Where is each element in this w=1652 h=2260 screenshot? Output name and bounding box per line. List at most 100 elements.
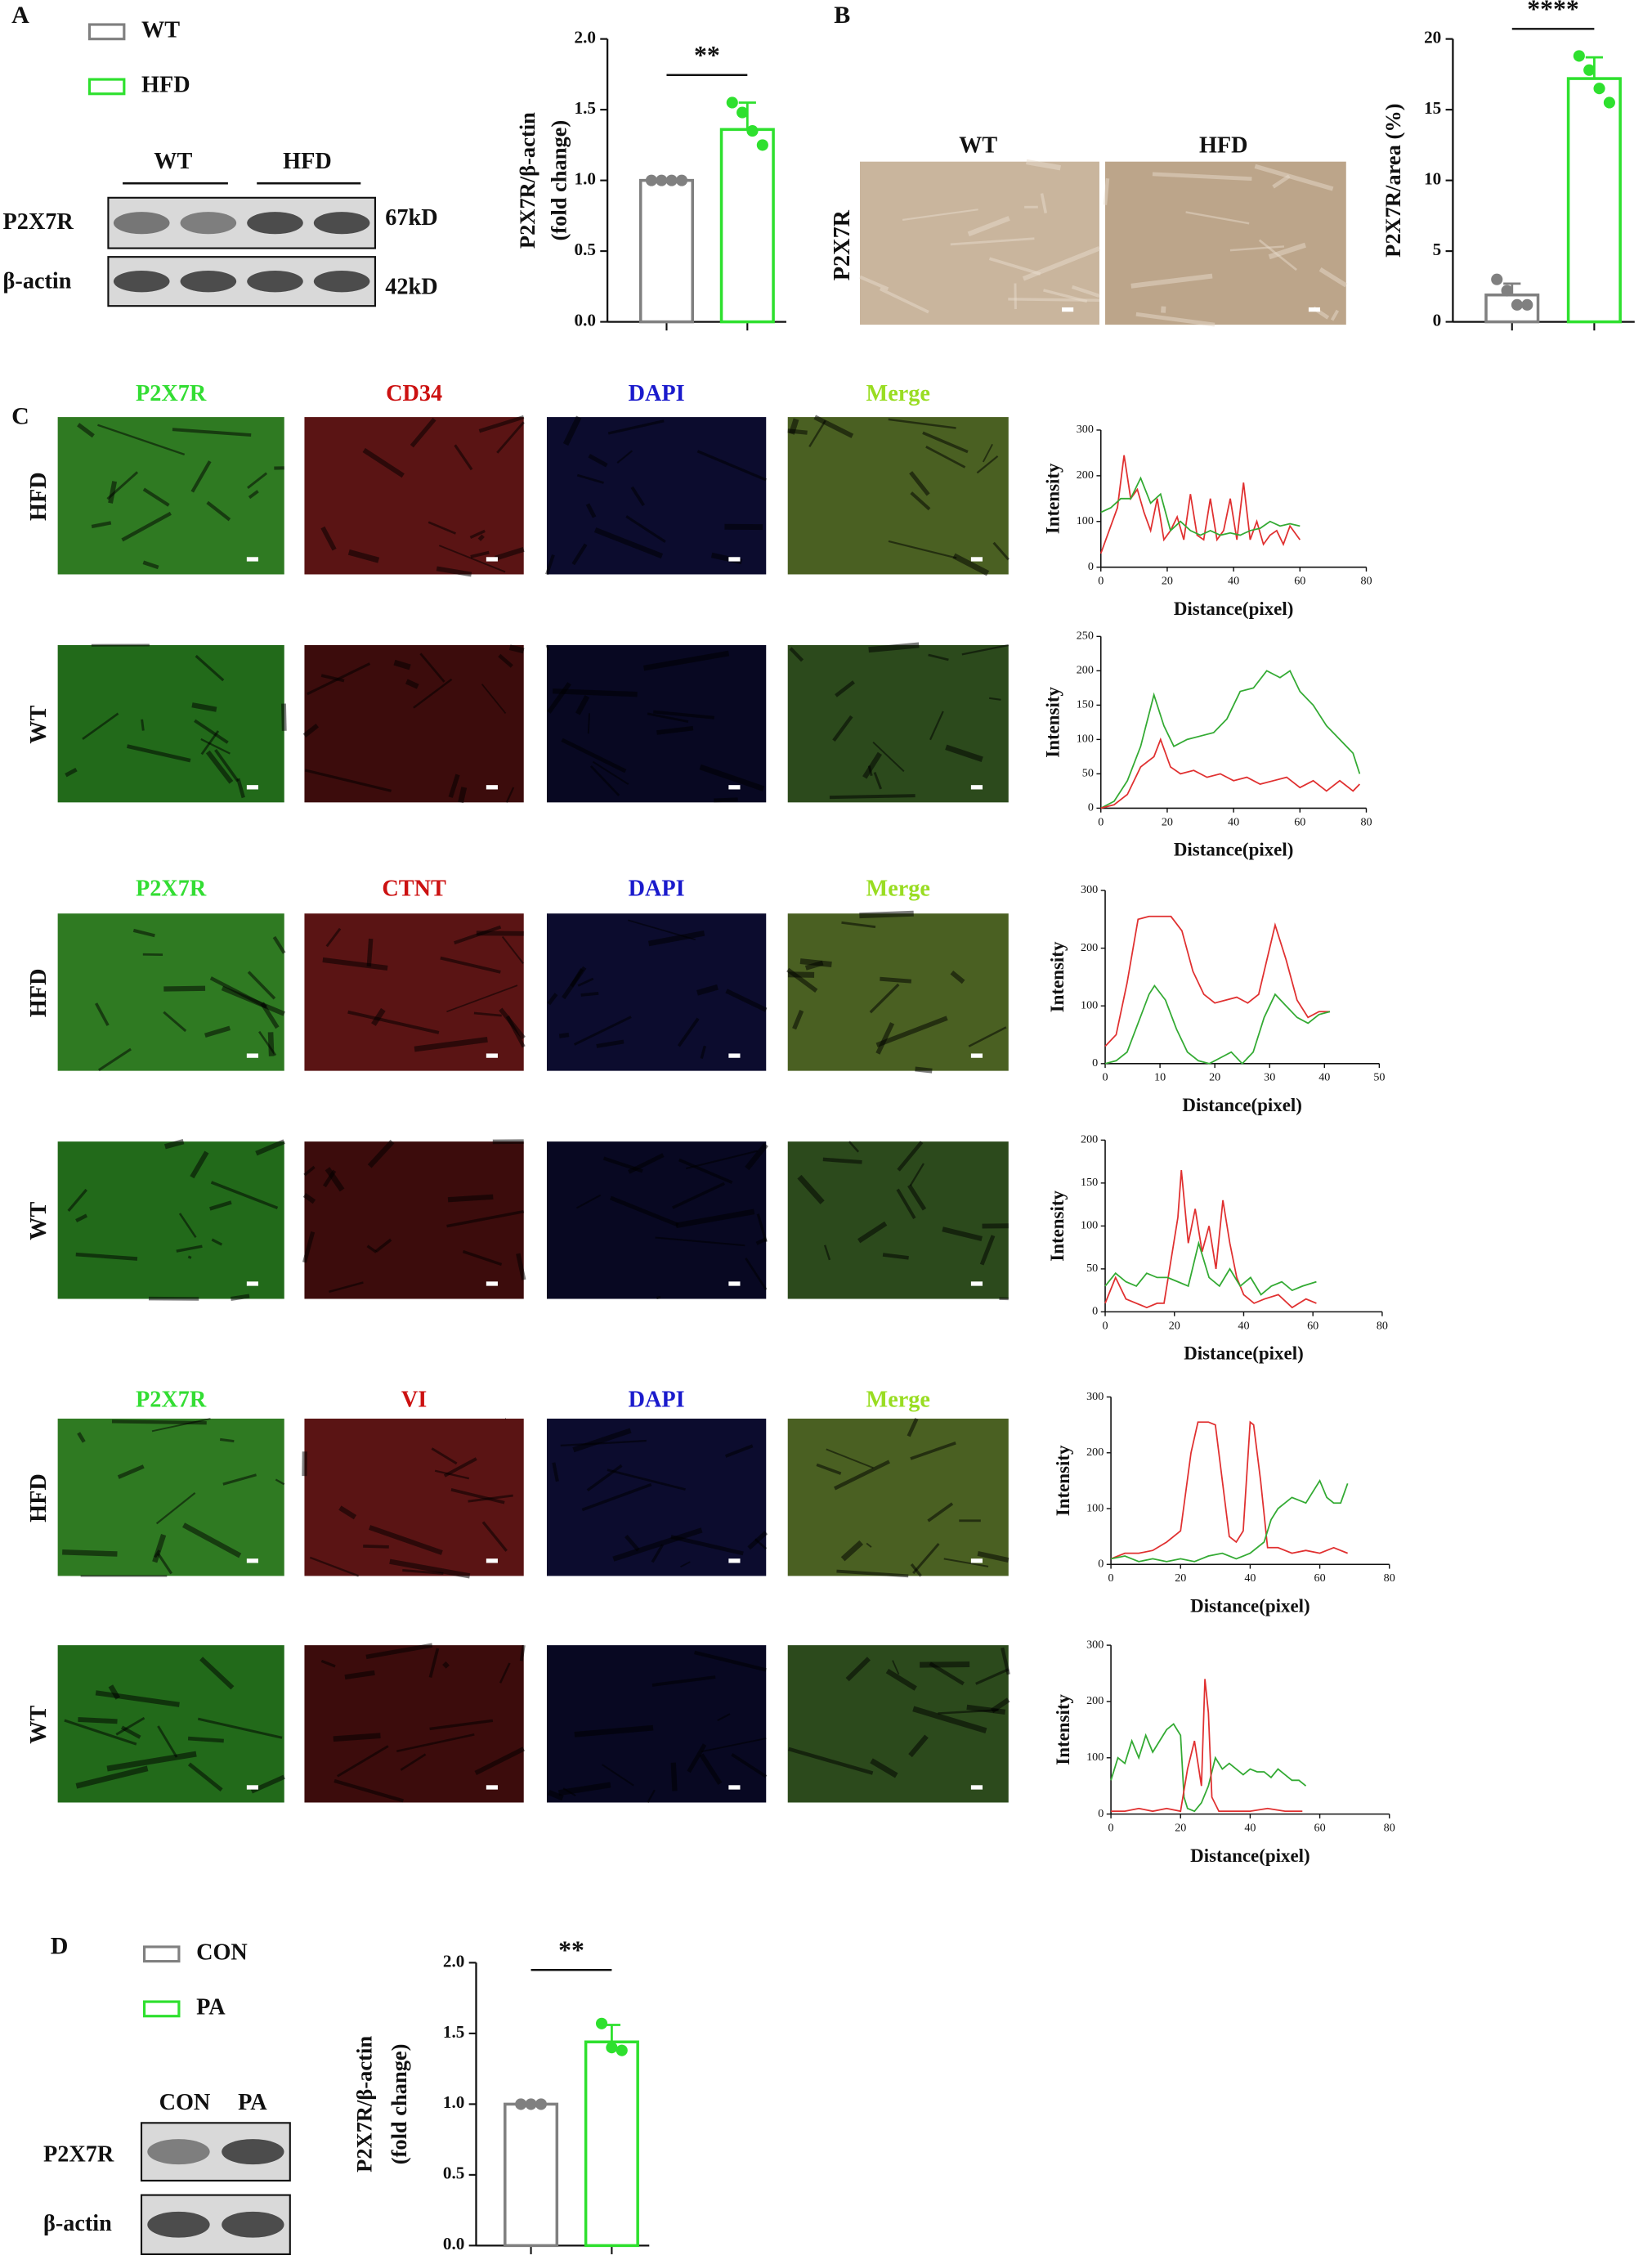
- x-tick-label: 40: [1244, 1821, 1256, 1834]
- micrograph-texture: [845, 1657, 871, 1682]
- y-tick-label: 0: [1433, 310, 1442, 330]
- micrograph-texture: [75, 1213, 88, 1223]
- micrograph-texture: [909, 1163, 924, 1186]
- channel-label: Merge: [866, 876, 930, 901]
- micrograph-texture: [302, 1231, 316, 1263]
- micrograph-texture: [822, 1157, 862, 1164]
- micrograph-texture: [1254, 164, 1334, 191]
- micrograph-texture: [440, 956, 501, 974]
- blot-band: [222, 2211, 284, 2238]
- micrograph-texture: [172, 428, 252, 437]
- micrograph-texture: [197, 1717, 283, 1739]
- micrograph-texture: [446, 1209, 525, 1228]
- legend-label: HFD: [141, 72, 190, 97]
- micrograph-texture: [902, 209, 978, 221]
- y-tick-label: 2.0: [575, 28, 596, 47]
- image-row-label: HFD: [26, 1473, 51, 1522]
- x-tick-label: 20: [1175, 1821, 1186, 1834]
- micrograph-texture: [756, 1213, 768, 1243]
- micrograph-texture: [576, 473, 604, 484]
- micrograph-texture: [561, 738, 627, 774]
- micrograph-texture: [545, 644, 550, 651]
- x-tick-label: 10: [1154, 1071, 1166, 1084]
- micrograph-texture: [67, 1188, 87, 1213]
- micrograph: [787, 913, 1009, 1071]
- channel-label: Merge: [866, 381, 930, 406]
- y-tick-label: 10: [1424, 168, 1441, 188]
- micrograph-texture: [190, 460, 212, 493]
- micrograph-texture: [469, 529, 486, 540]
- micrograph-texture: [841, 921, 876, 929]
- micrograph-texture: [505, 787, 515, 803]
- micrograph-texture: [823, 1244, 831, 1261]
- micrograph-texture: [558, 1032, 570, 1038]
- micrograph-texture: [976, 455, 999, 474]
- scale-bar: [728, 1558, 741, 1563]
- micrograph-texture: [699, 1753, 723, 1786]
- micrograph-texture: [882, 1253, 909, 1260]
- micrograph-texture: [834, 1460, 890, 1491]
- micrograph-texture: [731, 1752, 768, 1778]
- micrograph-texture: [975, 1668, 1010, 1685]
- x-tick-label: 80: [1384, 1821, 1395, 1834]
- scale-bar: [970, 557, 983, 562]
- micrograph-texture: [892, 1660, 900, 1675]
- micrograph-texture: [260, 1002, 280, 1029]
- micrograph-texture: [848, 1141, 860, 1153]
- y-tick-label: 0: [1098, 1558, 1104, 1571]
- micrograph-texture: [967, 216, 1010, 237]
- micrograph-texture: [602, 1764, 634, 1787]
- micrograph-texture: [374, 1238, 392, 1253]
- micrograph-texture: [255, 1139, 285, 1156]
- micrograph: [546, 1141, 767, 1299]
- channel-label: VI: [401, 1387, 427, 1412]
- micrograph-texture: [400, 1753, 427, 1771]
- y-tick-label: 50: [1082, 767, 1094, 780]
- micrograph-texture: [562, 415, 582, 446]
- micrograph-texture: [428, 521, 457, 535]
- micrograph-texture: [880, 976, 912, 984]
- scale-bar: [728, 1281, 741, 1286]
- x-tick-label: 20: [1209, 1071, 1220, 1084]
- micrograph-texture: [499, 1662, 511, 1684]
- micrograph-texture: [873, 772, 883, 790]
- intensity-line: [1100, 476, 1301, 536]
- y-axis-label: Intensity: [1053, 1693, 1073, 1765]
- scale-bar: [970, 1785, 983, 1790]
- micrograph-texture: [789, 418, 799, 435]
- micrograph-texture: [257, 1030, 277, 1056]
- micrograph-texture: [75, 1765, 149, 1789]
- micrograph-texture: [414, 1037, 488, 1052]
- micrograph-texture: [209, 1200, 232, 1211]
- micrograph-texture: [907, 1418, 919, 1437]
- micrograph-texture: [685, 1150, 758, 1170]
- micrograph-texture: [651, 1675, 716, 1687]
- micrograph-texture: [1330, 309, 1340, 321]
- scale-bar: [246, 557, 258, 562]
- x-tick-label: 80: [1384, 1572, 1395, 1585]
- bar: [719, 128, 775, 324]
- blot-band: [113, 270, 170, 293]
- data-point: [525, 2098, 537, 2110]
- panel-label: C: [11, 403, 29, 430]
- micrograph-texture: [840, 1540, 864, 1562]
- panel-label: A: [11, 2, 29, 29]
- scale-bar: [728, 785, 741, 790]
- micrograph-texture: [988, 257, 1041, 276]
- scale-bar: [246, 1281, 258, 1286]
- data-point: [1573, 50, 1585, 62]
- micrograph-texture: [835, 680, 855, 697]
- micrograph-texture: [859, 910, 914, 919]
- micrograph-texture: [826, 1448, 874, 1469]
- micrograph-texture: [474, 1747, 526, 1776]
- micrograph-texture: [630, 486, 646, 507]
- micrograph-texture: [366, 1244, 378, 1253]
- scale-bar: [246, 1053, 258, 1058]
- x-tick-label: 20: [1162, 815, 1173, 828]
- micrograph-texture: [163, 1139, 185, 1150]
- micrograph-texture: [1318, 267, 1348, 288]
- micrograph-texture: [612, 1527, 703, 1562]
- x-tick-label: 80: [1360, 575, 1372, 588]
- micrograph-texture: [910, 1441, 956, 1460]
